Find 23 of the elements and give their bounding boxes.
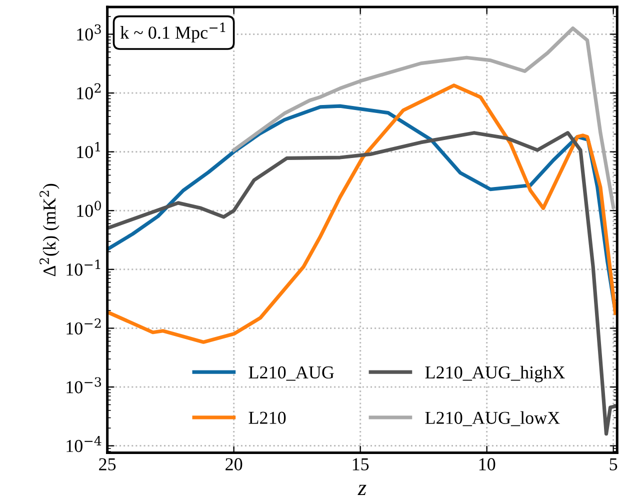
legend-label: L210	[248, 412, 286, 424]
y-tick-label: 10$^{−1}$	[66, 260, 100, 276]
y-tick-label: 10$^{−3}$	[66, 377, 102, 394]
x-axis-title: z	[358, 484, 366, 496]
y-tick-label: 10$^{1}$	[77, 142, 100, 158]
x-tick-label: 5	[610, 458, 618, 470]
x-tick-label: 10	[479, 458, 496, 470]
line-series	[232, 26, 616, 209]
annotation: k ~ 0.1 Mpc$^{−1}$	[120, 22, 226, 42]
y-tick-label: 10$^{2}$	[77, 83, 101, 100]
y-tick-label: 10$^{−4}$	[66, 436, 102, 452]
legend-label: L210_AUG_highX	[425, 366, 565, 382]
y-tick-label: 10$^{0}$	[77, 200, 101, 217]
y-tick-label: 10$^{3}$	[77, 24, 101, 41]
legend-label: L210_AUG_lowX	[425, 411, 560, 426]
y-tick-label: 10$^{−2}$	[66, 318, 101, 335]
line-series	[108, 84, 618, 344]
x-tick-label: 20	[226, 458, 242, 470]
x-tick-label: 15	[352, 458, 369, 470]
line-series	[108, 131, 618, 436]
x-tick-label: 25	[99, 458, 116, 470]
y-axis-title: Δ$^{2}$(k) (mK$^{2}$)	[39, 184, 60, 276]
legend-label: L210_AUG	[248, 366, 334, 381]
